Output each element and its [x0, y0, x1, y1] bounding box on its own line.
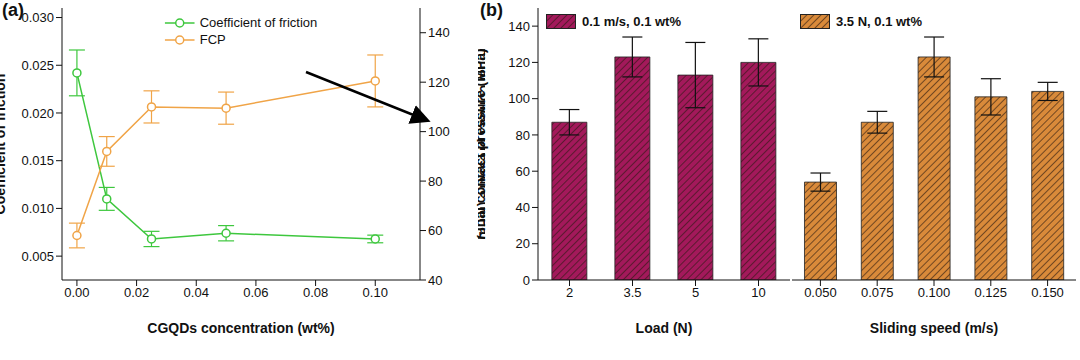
svg-text:80: 80 [428, 174, 442, 189]
svg-text:0: 0 [523, 273, 530, 288]
svg-text:2: 2 [566, 285, 573, 300]
svg-text:0.150: 0.150 [1031, 285, 1064, 300]
svg-text:0.025: 0.025 [21, 58, 54, 73]
svg-text:0.125: 0.125 [975, 285, 1008, 300]
svg-text:0.08: 0.08 [303, 285, 328, 300]
svg-text:0.075: 0.075 [861, 285, 894, 300]
svg-text:0.010: 0.010 [21, 201, 54, 216]
svg-text:CGQDs concentration (wt%): CGQDs concentration (wt%) [147, 320, 334, 336]
svg-text:Sliding speed (m/s): Sliding speed (m/s) [870, 320, 998, 336]
svg-text:0.020: 0.020 [21, 106, 54, 121]
svg-text:100: 100 [428, 124, 450, 139]
svg-text:120: 120 [428, 75, 450, 90]
svg-text:Load (N): Load (N) [636, 320, 693, 336]
html-text:FCP: FCP [199, 32, 226, 47]
svg-text:60: 60 [428, 223, 442, 238]
html-text:Coefficient of friction: Coefficient of friction [199, 15, 318, 30]
svg-text:3.5: 3.5 [623, 285, 641, 300]
svg-text:0.050: 0.050 [804, 285, 837, 300]
svg-text:40: 40 [428, 273, 442, 288]
svg-text:140: 140 [428, 25, 450, 40]
svg-text:120: 120 [508, 55, 530, 70]
svg-text:0.02: 0.02 [124, 285, 149, 300]
svg-text:0.005: 0.005 [21, 249, 54, 264]
svg-text:0.100: 0.100 [918, 285, 951, 300]
html-text:(a): (a) [2, 0, 24, 20]
svg-text:0.10: 0.10 [363, 285, 388, 300]
svg-text:0.06: 0.06 [243, 285, 268, 300]
svg-text:0.030: 0.030 [21, 10, 54, 25]
svg-text:0.015: 0.015 [21, 153, 54, 168]
svg-text:Final contact pressure (MPa): Final contact pressure (MPa) [478, 48, 488, 239]
svg-text:5: 5 [692, 285, 699, 300]
svg-text:80: 80 [516, 128, 530, 143]
svg-text:0.00: 0.00 [64, 285, 89, 300]
svg-text:0.04: 0.04 [184, 285, 209, 300]
svg-text:10: 10 [751, 285, 765, 300]
html-text:3.5 N, 0.1 wt%: 3.5 N, 0.1 wt% [836, 14, 922, 29]
svg-text:40: 40 [516, 200, 530, 215]
html-text:0.1 m/s, 0.1 wt%: 0.1 m/s, 0.1 wt% [582, 14, 681, 29]
svg-text:60: 60 [516, 164, 530, 179]
svg-text:100: 100 [508, 91, 530, 106]
html-text:(b): (b) [480, 0, 503, 20]
svg-text:20: 20 [516, 236, 530, 251]
svg-text:140: 140 [508, 19, 530, 34]
